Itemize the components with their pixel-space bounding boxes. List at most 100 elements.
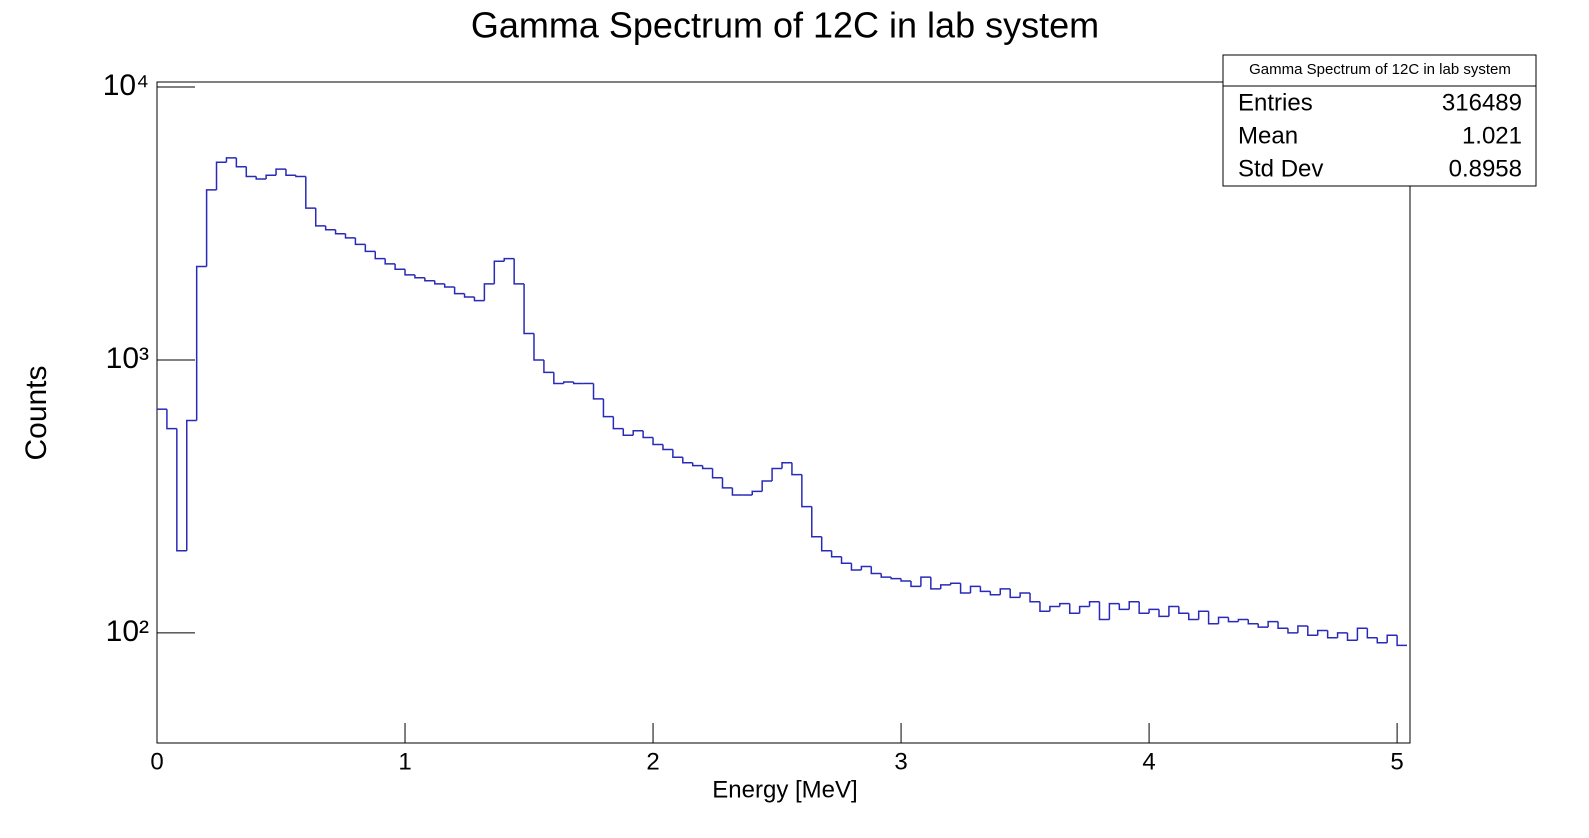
histogram-bin [1029,593,1040,603]
histogram-bin [1366,628,1378,639]
stats-box: Gamma Spectrum of 12C in lab system Entr… [1222,54,1537,187]
histogram-bin [1039,601,1050,613]
histogram-bin [1138,601,1150,615]
x-tick-label: 2 [646,748,659,775]
histogram-bin [354,237,366,246]
x-tick-label: 3 [894,748,907,775]
histogram-bin [1356,627,1368,641]
histogram-bin [979,586,991,593]
stats-value: 1.021 [1462,122,1522,149]
histogram-bin [364,244,376,253]
histogram-bin [1257,623,1269,628]
stats-key: Std Dev [1238,155,1323,182]
histogram-bin [662,444,673,451]
histogram-bin [166,409,177,430]
histogram-bin [691,462,703,467]
histogram-bin [870,566,882,575]
histogram-bin [920,576,931,587]
histogram-bin [1128,601,1140,610]
x-tick-label: 0 [150,748,163,775]
histogram-bin [314,208,326,227]
histogram-bin [999,588,1011,595]
histogram-bin [751,490,763,496]
chart-title: Gamma Spectrum of 12C in lab system [471,5,1099,46]
histogram-bin [205,189,217,267]
histogram-bin [612,416,624,430]
histogram-bin [1118,603,1130,611]
histogram-bin [225,157,237,163]
histogram-bin [1247,619,1259,625]
histogram-bin [186,419,197,551]
histogram-bin [473,297,485,302]
histogram-bin [860,565,872,570]
histogram-bin [563,381,574,384]
histogram-bin [820,536,832,552]
histogram-bin [394,263,406,270]
histogram-bin [622,428,634,436]
histogram-bin [890,577,902,580]
histogram-bin [1297,625,1308,633]
histogram-bin [1316,629,1328,636]
histogram-bin [761,480,773,492]
histogram-bin [642,430,654,439]
histogram-bin [235,157,247,168]
histogram-bin [245,166,257,178]
histogram-bin [285,169,296,176]
plot-frame [156,81,1411,744]
histogram-bin [265,174,277,180]
histogram-bin [1188,613,1199,621]
histogram-bin [493,260,505,284]
histogram-bin [176,428,187,552]
histogram-bin [1178,606,1189,615]
histogram-bin [414,274,425,279]
histogram-bin [543,359,554,374]
histogram-bin [930,577,941,590]
histogram-bin [801,474,812,508]
histogram-bin [1346,632,1358,641]
histogram-bin [840,556,852,564]
histogram-bin [513,258,525,285]
histogram-bin [771,467,783,482]
stats-value: 0.8958 [1449,155,1522,182]
x-tick-label: 1 [398,748,411,775]
histogram-bin [701,465,713,470]
histogram-bin [384,258,396,265]
y-axis-label: Counts [20,365,53,460]
histogram-bin [592,383,604,400]
histogram-bin [1108,602,1120,620]
histogram-bin [781,462,792,469]
histogram-bin [939,584,951,589]
histogram-bin [1396,635,1408,647]
histogram-bin [1059,602,1070,607]
histogram-bin [1237,618,1249,622]
histogram-bin [830,550,842,558]
histogram-bin [1336,632,1348,638]
histogram-bin [404,269,415,276]
histogram-bin [344,233,356,239]
histogram-bin [850,563,862,571]
histogram-bin [1148,608,1159,614]
x-tick-label: 5 [1390,748,1403,775]
stats-key: Mean [1238,122,1298,149]
histogram-bin [1287,628,1298,634]
histogram-bin [483,283,495,301]
histogram-bin [672,449,683,459]
histogram-bin [1098,601,1110,621]
histogram-bin [711,468,723,479]
histogram-bin [1207,611,1219,625]
stats-key: Entries [1238,89,1313,116]
histogram-bin [463,293,475,298]
histogram-bin [900,578,911,582]
histogram-bin [324,225,336,231]
histogram-bin [910,580,921,588]
histogram-bin [1019,592,1031,598]
stats-value: 316489 [1442,89,1522,116]
histogram-bin [1386,634,1398,643]
histogram-bin [731,487,743,496]
histogram-bin [533,333,544,361]
y-tick-label: 10² [106,615,149,648]
histogram-bin [1068,603,1080,615]
histogram-bin [1158,609,1169,618]
histogram-bin [682,457,693,464]
histogram-bin [503,257,515,262]
